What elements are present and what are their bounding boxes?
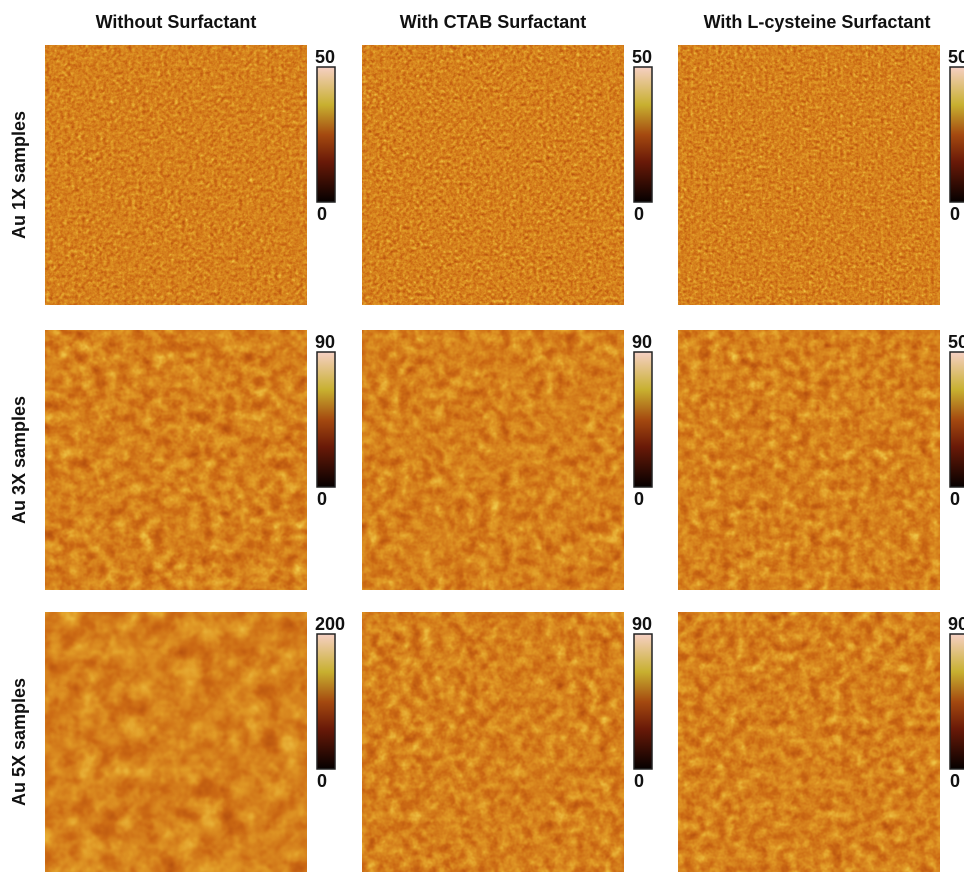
afm-image	[45, 45, 307, 305]
afm-image	[45, 330, 307, 590]
colorbar-max: 90	[632, 332, 652, 352]
colorbar-max: 50	[948, 332, 964, 352]
colorbar-min: 0	[950, 771, 960, 791]
colorbar	[634, 634, 652, 769]
colorbar-max: 90	[315, 332, 335, 352]
row-label: Au 1X samples	[9, 111, 29, 239]
colorbar	[950, 352, 964, 487]
row-label: Au 3X samples	[9, 396, 29, 524]
colorbar	[317, 634, 335, 769]
row-label: Au 5X samples	[9, 678, 29, 806]
colorbar-min: 0	[317, 489, 327, 509]
colorbar-min: 0	[317, 204, 327, 224]
colorbar-max: 90	[948, 614, 964, 634]
column-title: With CTAB Surfactant	[400, 12, 587, 32]
colorbar	[950, 634, 964, 769]
colorbar	[634, 67, 652, 202]
afm-image	[678, 45, 940, 305]
afm-image	[678, 330, 940, 590]
afm-image	[678, 612, 940, 872]
colorbar-min: 0	[634, 771, 644, 791]
colorbar-min: 0	[950, 489, 960, 509]
colorbar-min: 0	[634, 489, 644, 509]
colorbar-max: 50	[315, 47, 335, 67]
afm-image	[362, 612, 624, 872]
colorbar-min: 0	[634, 204, 644, 224]
colorbar-min: 0	[317, 771, 327, 791]
colorbar-max: 200	[315, 614, 345, 634]
colorbar-max: 90	[632, 614, 652, 634]
colorbar	[317, 67, 335, 202]
colorbar-min: 0	[950, 204, 960, 224]
afm-image	[362, 45, 624, 305]
colorbar	[317, 352, 335, 487]
figure: Without Surfactant With CTAB Surfactant Wi…	[0, 0, 964, 872]
colorbar	[634, 352, 652, 487]
afm-image	[45, 612, 307, 872]
colorbar-max: 50	[948, 47, 964, 67]
column-title: With L-cysteine Surfactant	[704, 12, 931, 32]
column-title: Without Surfactant	[96, 12, 257, 32]
colorbar-max: 50	[632, 47, 652, 67]
afm-image	[362, 330, 624, 590]
colorbar	[950, 67, 964, 202]
